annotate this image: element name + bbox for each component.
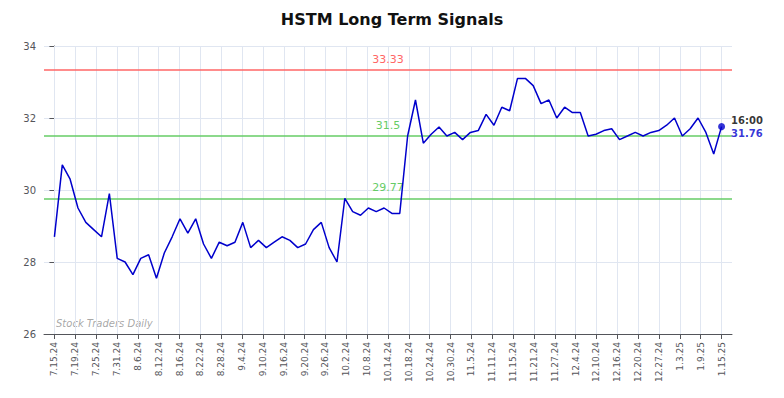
- svg-text:34: 34: [23, 41, 36, 52]
- svg-text:Stock Traders Daily: Stock Traders Daily: [56, 318, 154, 329]
- svg-text:30: 30: [23, 185, 36, 196]
- svg-text:33.33: 33.33: [372, 53, 404, 66]
- svg-text:8.22.24: 8.22.24: [195, 342, 205, 377]
- svg-text:12.10.24: 12.10.24: [591, 342, 601, 382]
- svg-text:31.5: 31.5: [376, 119, 401, 132]
- svg-text:10.2.24: 10.2.24: [341, 342, 351, 377]
- svg-text:12.20.24: 12.20.24: [633, 342, 643, 382]
- svg-text:HSTM Long Term Signals: HSTM Long Term Signals: [281, 10, 503, 29]
- svg-text:26: 26: [23, 329, 36, 340]
- svg-text:16:00: 16:00: [731, 115, 763, 126]
- svg-text:11.21.24: 11.21.24: [529, 342, 539, 382]
- svg-text:8.28.24: 8.28.24: [216, 342, 226, 377]
- svg-text:9.4.24: 9.4.24: [237, 342, 247, 371]
- svg-text:7.31.24: 7.31.24: [112, 342, 122, 377]
- svg-text:12.16.24: 12.16.24: [612, 342, 622, 382]
- svg-text:8.12.24: 8.12.24: [154, 342, 164, 377]
- svg-text:7.19.24: 7.19.24: [70, 342, 80, 377]
- svg-text:9.26.24: 9.26.24: [320, 342, 330, 377]
- svg-text:7.25.24: 7.25.24: [91, 342, 101, 377]
- svg-text:10.8.24: 10.8.24: [362, 342, 372, 377]
- svg-text:29.77: 29.77: [372, 181, 404, 194]
- svg-text:12.4.24: 12.4.24: [571, 342, 581, 377]
- svg-text:7.15.24: 7.15.24: [49, 342, 59, 377]
- svg-text:31.76: 31.76: [731, 128, 763, 139]
- svg-text:9.10.24: 9.10.24: [258, 342, 268, 377]
- svg-text:10.18.24: 10.18.24: [404, 342, 414, 382]
- svg-text:8.16.24: 8.16.24: [175, 342, 185, 377]
- svg-text:32: 32: [23, 113, 36, 124]
- svg-text:28: 28: [23, 257, 36, 268]
- svg-text:9.20.24: 9.20.24: [300, 342, 310, 377]
- svg-text:11.27.24: 11.27.24: [550, 342, 560, 382]
- svg-text:1.3.25: 1.3.25: [675, 342, 685, 371]
- svg-text:1.15.25: 1.15.25: [717, 342, 727, 376]
- svg-text:9.16.24: 9.16.24: [279, 342, 289, 377]
- svg-text:10.14.24: 10.14.24: [383, 342, 393, 382]
- svg-text:11.15.24: 11.15.24: [508, 342, 518, 382]
- svg-text:11.5.24: 11.5.24: [466, 342, 476, 377]
- svg-text:1.9.25: 1.9.25: [696, 342, 706, 371]
- svg-text:12.27.24: 12.27.24: [654, 342, 664, 382]
- svg-text:10.30.24: 10.30.24: [446, 342, 456, 382]
- svg-text:10.24.24: 10.24.24: [425, 342, 435, 382]
- svg-text:8.6.24: 8.6.24: [133, 342, 143, 371]
- svg-text:11.11.24: 11.11.24: [487, 342, 497, 382]
